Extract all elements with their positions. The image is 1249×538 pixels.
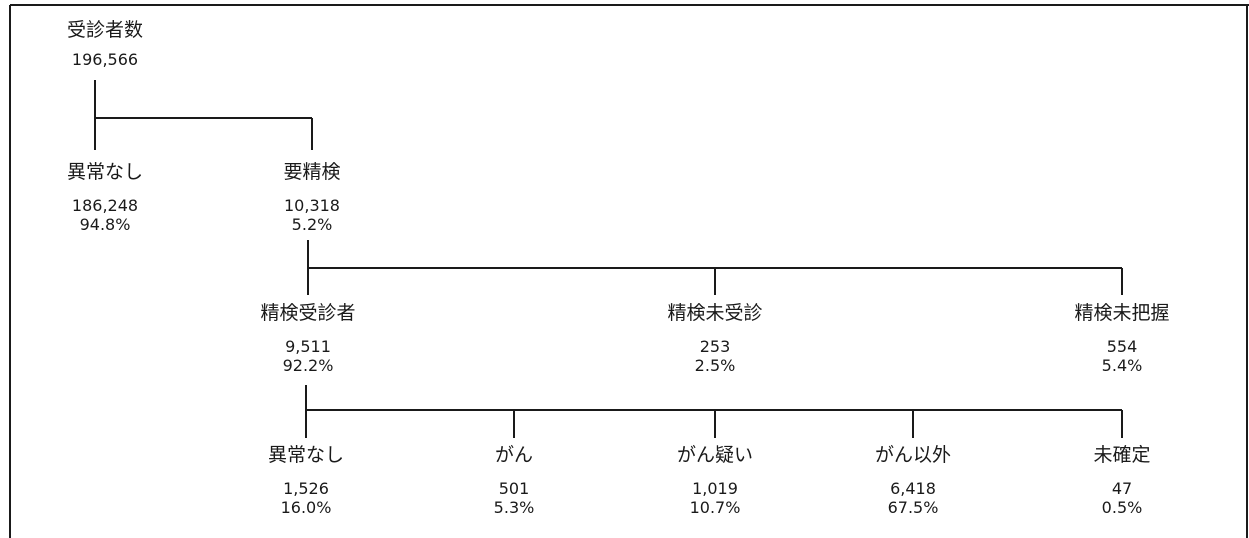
- node-label: 異常なし: [267, 444, 344, 466]
- node-count: 6,418: [890, 479, 936, 498]
- node-percent: 10.7%: [689, 498, 741, 517]
- node-normal: 異常なし 186,248 94.8%: [45, 160, 165, 234]
- node-label: がん以外: [874, 444, 951, 466]
- node-label: がん疑い: [676, 444, 753, 466]
- node-percent: 5.3%: [493, 498, 535, 517]
- node-result-suspected: がん疑い 1,019 10.7%: [655, 443, 775, 517]
- node-percent: 16.0%: [280, 498, 332, 517]
- node-count: 1,019: [692, 479, 738, 498]
- node-label: 精検受診者: [260, 302, 356, 324]
- node-examined: 精検受診者 9,511 92.2%: [238, 301, 378, 375]
- node-count: 10,318: [284, 196, 340, 215]
- node-label: 受診者数: [66, 19, 143, 41]
- node-label: 要精検: [283, 161, 341, 183]
- node-percent: 92.2%: [282, 356, 334, 375]
- node-percent: 5.4%: [1101, 356, 1143, 375]
- node-result-cancer: がん 501 5.3%: [454, 443, 574, 517]
- node-count: 196,566: [71, 50, 139, 69]
- node-percent: 5.2%: [291, 215, 333, 234]
- node-percent: 94.8%: [79, 215, 131, 234]
- node-result-normal: 異常なし 1,526 16.0%: [246, 443, 366, 517]
- node-percent: 0.5%: [1101, 498, 1143, 517]
- node-root: 受診者数 196,566: [50, 18, 160, 69]
- node-count: 501: [498, 479, 530, 498]
- node-label: がん: [494, 444, 533, 466]
- node-unknown: 精検未把握 554 5.4%: [1052, 301, 1192, 375]
- node-count: 554: [1106, 337, 1138, 356]
- node-count: 1,526: [283, 479, 329, 498]
- node-label: 精検未把握: [1074, 302, 1170, 324]
- node-count: 9,511: [285, 337, 331, 356]
- node-count: 186,248: [71, 196, 139, 215]
- node-result-undetermined: 未確定 47 0.5%: [1062, 443, 1182, 517]
- node-percent: 2.5%: [694, 356, 736, 375]
- node-count: 47: [1111, 479, 1133, 498]
- node-label: 精検未受診: [667, 302, 763, 324]
- node-label: 未確定: [1093, 444, 1151, 466]
- node-label: 異常なし: [66, 161, 143, 183]
- node-percent: 67.5%: [887, 498, 939, 517]
- node-count: 253: [699, 337, 731, 356]
- node-not-examined: 精検未受診 253 2.5%: [645, 301, 785, 375]
- node-result-non-cancer: がん以外 6,418 67.5%: [853, 443, 973, 517]
- node-needs-exam: 要精検 10,318 5.2%: [252, 160, 372, 234]
